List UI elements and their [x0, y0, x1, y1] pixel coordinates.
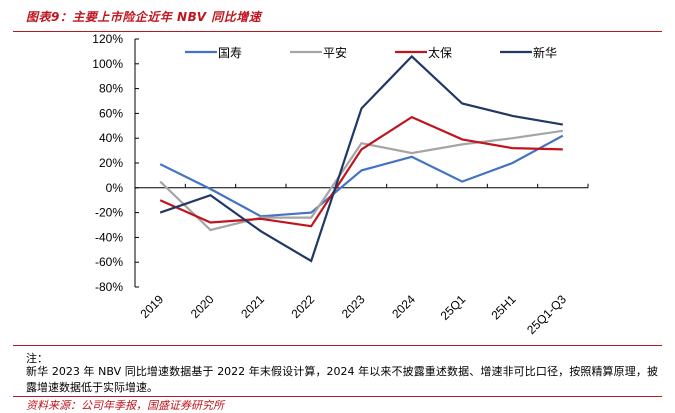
note-text: 新华 2023 年 NBV 同比增速数据基于 2022 年末假设计算，2024 … [26, 365, 658, 394]
x-tick-label: 2022 [289, 292, 318, 321]
nbv-growth-line-chart: 120% 100% 80% 60% 40% 20% 0% -20% -40% -60% -80% 2… [92, 32, 589, 337]
source-rule [13, 396, 662, 397]
y-tick-label: 120% [92, 32, 123, 46]
y-tick-label: -40% [95, 230, 123, 244]
note-label: 注： [26, 352, 48, 365]
header-rule [13, 31, 662, 32]
x-tick-label: 25Q1 [438, 292, 469, 323]
y-tick-label: -20% [95, 206, 123, 220]
series-line-3 [159, 54, 563, 263]
x-tick-label: 25Q1-Q3 [524, 292, 569, 337]
series-line-0 [159, 134, 564, 218]
legend-label: 平安 [323, 45, 347, 60]
x-axis: 2019 2020 2021 2022 2023 2024 25Q1 25H1 25Q1-Q3 [134, 183, 589, 337]
legend-label: 国寿 [218, 46, 242, 60]
legend: 国寿 平安 太保 新华 [185, 45, 557, 60]
y-tick-label: 0% [106, 181, 124, 195]
chart-bottom-rule [13, 345, 662, 346]
x-tick-label: 25H1 [488, 292, 518, 322]
x-tick-label: 2021 [238, 292, 267, 321]
y-tick-label: 60% [99, 106, 123, 120]
y-tick-label: -60% [95, 255, 123, 269]
series-line-1 [159, 129, 563, 232]
x-tick-label: 2024 [389, 292, 418, 321]
y-tick-label: 100% [92, 57, 123, 71]
x-tick-label: 2019 [138, 292, 167, 321]
y-axis: 120% 100% 80% 60% 40% 20% 0% -20% -40% -60% -80% [92, 32, 139, 294]
legend-label: 新华 [533, 45, 557, 60]
y-tick-label: 40% [99, 131, 123, 145]
x-tick-label: 2020 [188, 292, 217, 321]
figure-title: 图表9：主要上市险企近年 NBV 同比增速 [26, 10, 262, 24]
x-tick-label: 2023 [339, 292, 368, 321]
source-text: 资料来源：公司年季报，国盛证券研究所 [26, 399, 224, 412]
series-lines [159, 54, 564, 263]
series-line-2 [159, 115, 563, 228]
y-tick-label: -80% [95, 280, 123, 294]
y-tick-label: 80% [99, 82, 123, 96]
y-tick-label: 20% [99, 156, 123, 170]
legend-label: 太保 [428, 45, 452, 60]
